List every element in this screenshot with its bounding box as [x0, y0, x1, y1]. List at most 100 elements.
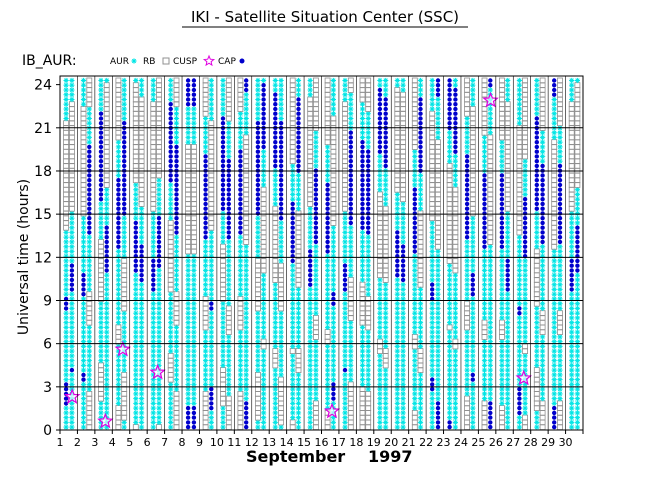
orbit-point-day14-t0-aur [290, 286, 296, 292]
orbit-point-day30-t1-rb [574, 120, 581, 127]
orbit-point-day22-t0-rb [429, 158, 436, 165]
orbit-point-day14-t0-aur [290, 415, 296, 421]
orbit-point-day11-t0-cap [238, 154, 243, 159]
orbit-point-day11-t1-cap [244, 420, 249, 425]
orbit-point-day20-t0-aur [394, 196, 400, 202]
orbit-point-day6-t0-cap [151, 263, 156, 268]
orbit-point-day4-t1-rb [121, 390, 128, 397]
orbit-point-day23-t0-cap [447, 97, 452, 102]
orbit-point-day16-t1-aur [330, 424, 336, 430]
orbit-point-day10-t0-cap [220, 149, 226, 154]
orbit-point-day4-t0-cap [116, 230, 121, 235]
orbit-point-day20-t1-aur [400, 400, 406, 406]
orbit-point-day7-t1-aur [173, 372, 180, 378]
orbit-point-day20-t0-aur [394, 82, 400, 88]
x-tick-label-6: 6 [144, 436, 151, 449]
orbit-point-day23-t0-rb [446, 205, 453, 212]
orbit-point-day4-t1-aur [121, 96, 127, 103]
orbit-point-day15-t1-rb [312, 106, 319, 112]
orbit-point-day23-t0-rb [446, 172, 453, 179]
orbit-point-day17-t1-rb [347, 77, 354, 84]
orbit-point-day4-t1-cap [122, 211, 127, 216]
orbit-point-day24-t1-aur [470, 419, 476, 425]
orbit-point-day2-t0-aur [80, 305, 87, 311]
orbit-point-day13-t0-aur [272, 372, 278, 378]
orbit-point-day6-t0-aur [150, 353, 156, 359]
orbit-point-day2-t1-aur [86, 244, 92, 250]
x-tick-label-14: 14 [280, 436, 294, 449]
orbit-point-day9-t0-aur [203, 377, 209, 383]
orbit-point-day21-t0-aur [412, 253, 418, 259]
orbit-point-day1-t0-rb [63, 224, 69, 231]
orbit-point-day2-t0-cap [81, 292, 86, 297]
orbit-point-day16-t0-cap [325, 249, 330, 254]
orbit-point-day4-t0-cap [116, 201, 121, 207]
x-tick-label-28: 28 [524, 436, 538, 449]
orbit-point-day12-t1-aur [261, 301, 267, 307]
orbit-point-day13-t1-aur [278, 225, 284, 231]
orbit-point-day27-t1-aur [522, 320, 528, 326]
orbit-point-day17-t1-rb [347, 395, 354, 402]
orbit-point-day29-t0-rb [551, 205, 558, 212]
orbit-point-day29-t0-aur [551, 348, 557, 354]
orbit-point-day9-t1-aur [208, 424, 214, 430]
orbit-point-day11-t1-rb [243, 215, 250, 222]
orbit-point-day18-t1-cap [366, 230, 371, 235]
orbit-point-day25-t0-aur [481, 286, 488, 292]
orbit-point-day18-t1-aur [365, 291, 371, 297]
orbit-point-day7-t1-aur [173, 115, 180, 122]
orbit-point-day10-t1-cap [226, 220, 231, 226]
orbit-point-day13-t0-aur [272, 291, 278, 297]
orbit-point-day1-t1-aur [69, 215, 75, 221]
orbit-point-day22-t0-aur [429, 258, 435, 264]
orbit-point-day8-t0-aur [185, 343, 191, 349]
orbit-point-day29-t1-cap [557, 225, 563, 230]
orbit-point-day2-t1-aur [86, 334, 92, 340]
orbit-point-day21-t0-aur [412, 286, 418, 292]
orbit-point-day8-t0-rb [185, 153, 192, 160]
orbit-point-day15-t1-aur [313, 139, 319, 145]
orbit-point-day27-t0-cap [517, 396, 522, 401]
orbit-point-day20-t0-aur [394, 286, 400, 292]
orbit-point-day15-t0-cap [308, 263, 313, 268]
orbit-point-day12-t0-cap [255, 206, 261, 211]
orbit-point-day3-t0-rb [98, 253, 104, 260]
orbit-point-day17-t0-aur [342, 400, 348, 406]
orbit-point-day14-t1-rb [295, 224, 302, 231]
orbit-point-day7-t0-rb [167, 257, 174, 264]
orbit-point-day1-t1-cap [69, 287, 75, 292]
orbit-point-day9-t1-aur [208, 315, 214, 321]
orbit-point-day15-t0-rb [307, 143, 314, 150]
orbit-point-day13-t1-aur [278, 106, 284, 112]
orbit-point-day30-t0-aur [569, 391, 575, 397]
orbit-point-day6-t1-cap [156, 225, 162, 230]
orbit-point-day29-t0-aur [551, 272, 557, 278]
orbit-point-day22-t0-aur [429, 343, 435, 349]
orbit-point-day16-t1-rb [330, 134, 337, 141]
orbit-point-day13-t1-aur [278, 334, 284, 340]
orbit-point-day25-t0-rb [481, 400, 488, 407]
orbit-point-day26-t0-aur [499, 343, 505, 349]
legend-label-rb: RB [143, 57, 155, 67]
orbit-point-day7-t0-aur [168, 191, 174, 197]
orbit-point-day22-t1-rb [435, 186, 441, 193]
orbit-point-day8-t0-rb [185, 181, 192, 188]
orbit-point-day20-t1-aur [400, 315, 406, 321]
orbit-point-day11-t1-aur [243, 367, 249, 373]
orbit-point-day18-t1-rb [365, 96, 372, 103]
orbit-point-day3-t0-rb [98, 286, 104, 293]
orbit-point-day1-t1-rb [69, 129, 75, 136]
orbit-point-day10-t0-rb [220, 400, 226, 407]
orbit-point-day15-t0-aur [307, 410, 313, 416]
orbit-point-day4-t1-rb [121, 262, 128, 269]
orbit-point-day3-t0-cap [98, 135, 104, 140]
orbit-point-day27-t1-aur [522, 362, 528, 368]
orbit-point-day25-t0-aur [481, 144, 488, 150]
orbit-point-day20-t0-aur [394, 367, 400, 373]
orbit-point-day30-t1-aur [574, 377, 580, 383]
orbit-point-day8-t0-aur [185, 358, 191, 364]
orbit-point-day17-t0-rb [342, 205, 348, 212]
orbit-point-day19-t1-aur [383, 291, 389, 297]
orbit-point-day1-t1-aur [69, 377, 75, 383]
orbit-point-day29-t1-rb [557, 77, 563, 84]
